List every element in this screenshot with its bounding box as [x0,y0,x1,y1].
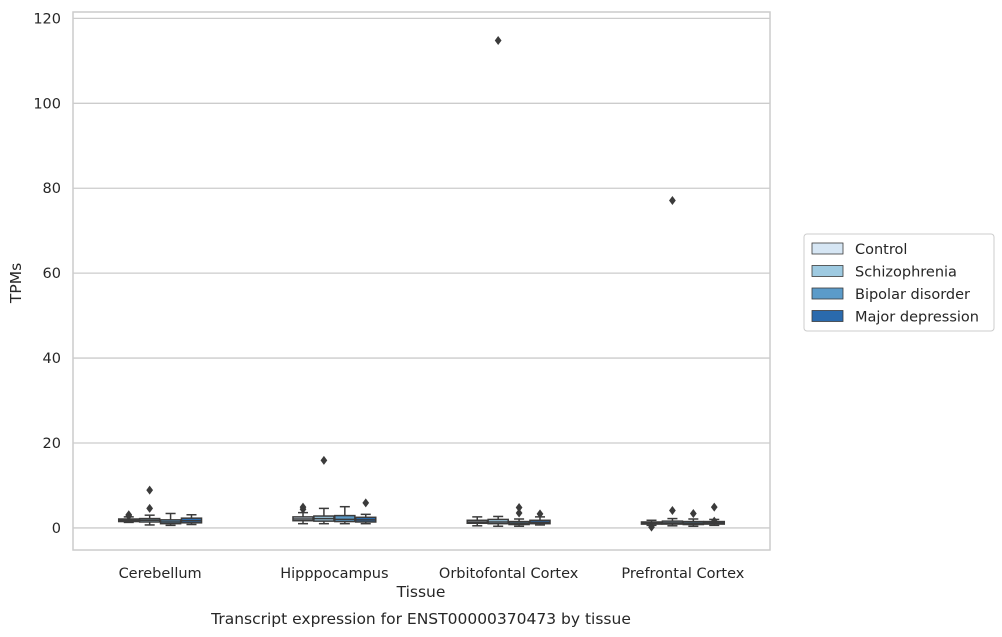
y-axis-label: TPMs [7,263,25,304]
box [180,514,203,526]
grid-lines [73,17,770,529]
series-bipolar-disorder [159,503,705,527]
flier-point [494,35,502,45]
box [313,455,335,525]
box [508,503,530,527]
flier-point [125,510,133,520]
box [661,196,684,527]
y-tick-label: 60 [43,266,61,282]
legend-frame [803,233,995,332]
box [640,519,663,532]
box-groups [117,35,726,532]
x-axis-label: Tissue [396,583,446,601]
legend-label: Bipolar disorder [855,287,970,303]
box-body [334,514,356,523]
x-tick-label: Prefrontal Cortex [621,566,744,582]
box [703,502,726,527]
series-schizophrenia [138,35,684,527]
y-tick-label: 80 [43,181,61,197]
legend-label: Major depression [855,310,979,326]
y-tick-label: 40 [43,351,61,367]
x-tick-label: Hipppocampus [280,566,388,582]
box [487,35,509,527]
x-tick-label: Cerebellum [119,566,202,582]
y-tick-label: 0 [52,521,61,537]
flier-point [146,503,154,513]
y-tick-labels: 0 20 40 60 80 100 120 [33,11,61,537]
x-tick-labels: Cerebellum Hipppocampus Orbitofontal Corte… [119,566,745,582]
y-tick-label: 20 [43,436,61,452]
box [138,485,161,526]
box [682,508,705,527]
box [466,516,489,527]
box [334,505,356,525]
series-control [117,502,663,532]
series-major-depression [180,498,726,527]
box [117,510,140,524]
plot-frame [72,11,771,551]
flier-point [320,455,328,465]
legend-swatch [811,287,844,300]
flier-point [689,508,697,518]
box [354,498,377,525]
flier-point [648,522,655,532]
y-tick-label: 120 [33,11,61,27]
legend-swatch [811,242,844,255]
flier-point [669,506,676,516]
flier-point [710,502,718,512]
flier-point [669,196,676,206]
flier-point [710,516,718,526]
legend-label: Control [855,242,907,258]
box [292,502,314,525]
flier-point [299,502,307,512]
legend-label: Schizophrenia [855,265,957,281]
legend-swatch [811,310,844,322]
flier-point [362,498,370,508]
legend-swatch [811,265,844,277]
chart-caption: Transcript expression for ENST0000037047… [210,610,631,628]
box [529,509,551,526]
x-tick-label: Orbitofontal Cortex [439,566,579,582]
legend: Control Schizophrenia Bipolar disorder Majo… [803,233,995,332]
flier-point [515,508,523,518]
flier-point [515,503,523,513]
flier-point [536,509,544,519]
flier-point [146,485,154,495]
box [159,512,182,527]
y-tick-label: 100 [33,96,61,112]
